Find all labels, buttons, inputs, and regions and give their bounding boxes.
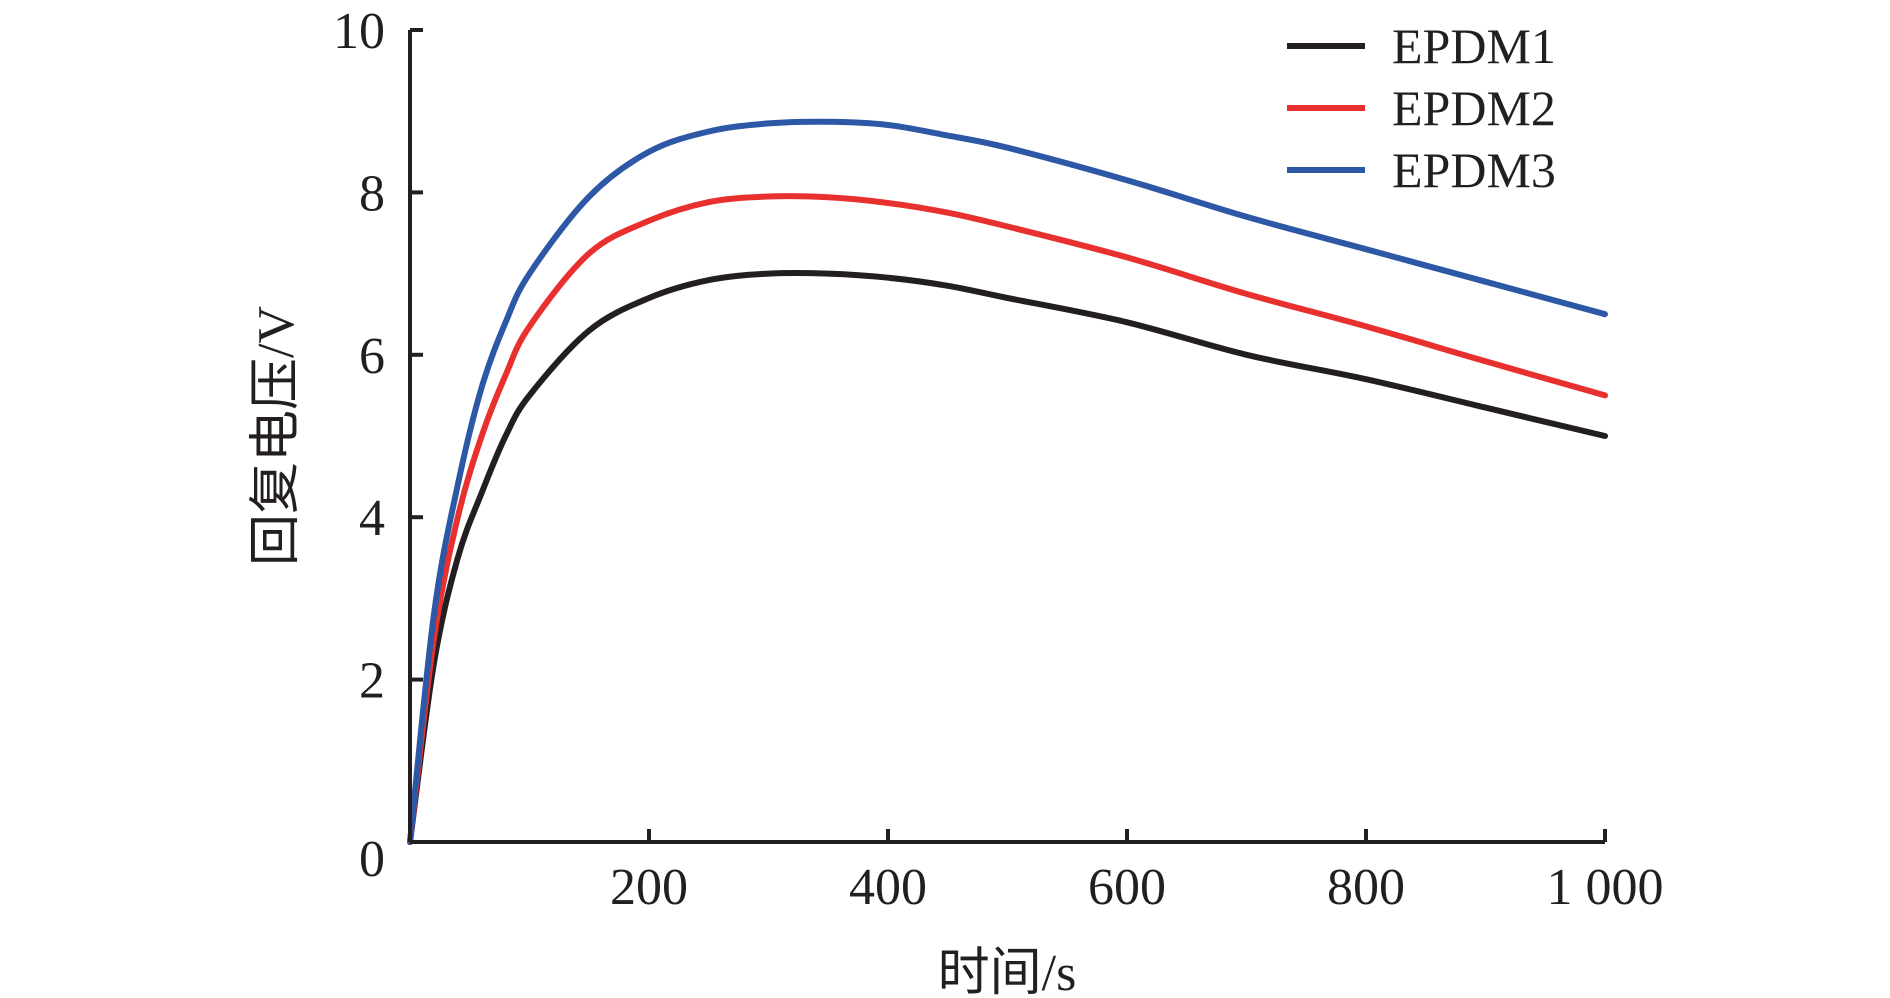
y-tick-label-10: 10 [333,3,385,60]
x-tick-label-400: 400 [849,859,927,916]
y-tick-label-8: 8 [359,165,385,222]
series-layer [407,118,1608,845]
legend-label-epdm1: EPDM1 [1392,18,1556,74]
axes-layer [408,30,1605,844]
x-tick-label-600: 600 [1088,859,1166,916]
y-tick-label-0: 0 [359,831,385,888]
ticks-layer: 200 400 600 800 1 000 0 2 4 6 8 10 [333,3,1664,916]
x-tick-label-200: 200 [610,859,688,916]
y-tick-label-4: 4 [359,490,385,547]
x-tick-label-800: 800 [1327,859,1405,916]
y-tick-label-6: 6 [359,328,385,385]
series-line-epdm1 [407,269,1608,845]
legend: EPDM1 EPDM2 EPDM3 [1287,18,1556,198]
series-line-epdm3 [407,118,1608,845]
x-axis-title: 时间/s [938,945,1077,998]
y-tick-label-2: 2 [359,653,385,710]
legend-label-epdm2: EPDM2 [1392,80,1556,136]
legend-label-epdm3: EPDM3 [1392,142,1556,198]
x-tick-label-1000: 1 000 [1547,859,1664,916]
series-line-epdm2 [407,193,1608,845]
y-axis-title: 回复电压/V [248,306,305,566]
